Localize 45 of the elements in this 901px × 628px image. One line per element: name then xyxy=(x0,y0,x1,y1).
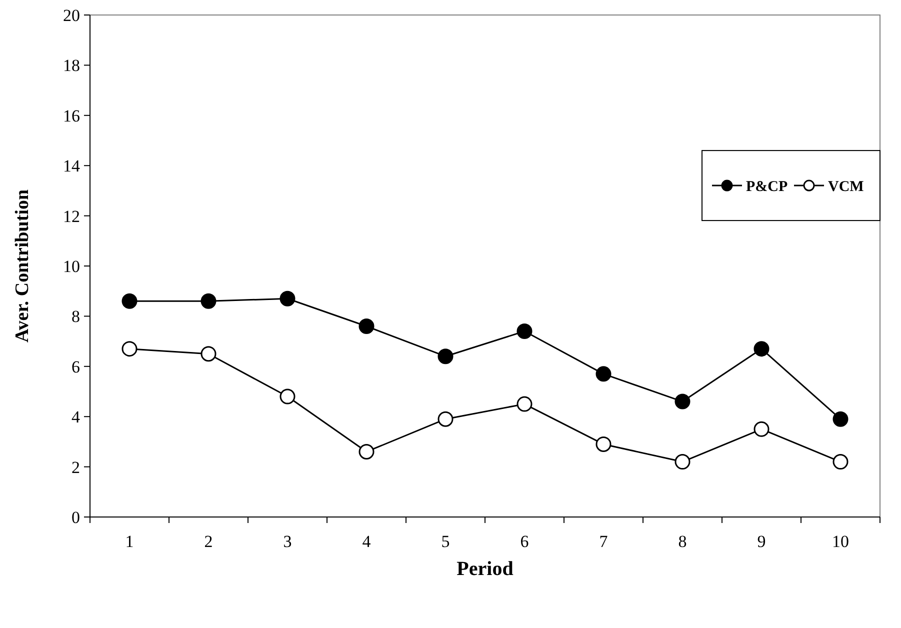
legend-label: VCM xyxy=(828,178,864,195)
point xyxy=(438,348,454,364)
point xyxy=(358,444,374,460)
point xyxy=(596,436,612,452)
y-tick-label: 12 xyxy=(63,206,80,226)
point xyxy=(832,411,848,427)
x-tick-label: 10 xyxy=(832,532,849,551)
x-tick-label: 1 xyxy=(125,532,134,551)
point xyxy=(516,396,532,412)
point xyxy=(596,366,612,382)
y-tick-label: 10 xyxy=(63,256,80,276)
point xyxy=(674,454,690,470)
x-tick-label: 9 xyxy=(757,532,766,551)
point xyxy=(516,324,532,340)
point xyxy=(754,421,770,437)
point xyxy=(122,341,138,357)
point xyxy=(280,388,296,404)
x-tick-label: 7 xyxy=(599,532,608,551)
x-tick-label: 6 xyxy=(520,532,529,551)
x-tick-label: 3 xyxy=(283,532,292,551)
point xyxy=(674,394,690,410)
y-tick-label: 0 xyxy=(72,508,80,527)
y-tick-label: 2 xyxy=(72,458,80,477)
point xyxy=(122,293,138,309)
point xyxy=(754,341,770,357)
legend-label: P&CP xyxy=(746,178,788,195)
x-axis-title: Period xyxy=(456,558,514,580)
point xyxy=(832,454,848,470)
y-tick-label: 8 xyxy=(72,307,80,326)
y-tick-label: 20 xyxy=(63,6,80,25)
y-tick-label: 16 xyxy=(63,106,80,126)
point xyxy=(200,346,216,362)
y-tick-label: 6 xyxy=(72,357,80,376)
point xyxy=(280,290,296,306)
point xyxy=(438,411,454,427)
x-tick-label: 5 xyxy=(441,532,450,551)
y-tick-label: 4 xyxy=(72,408,80,427)
point xyxy=(200,293,216,309)
y-tick-label: 18 xyxy=(63,56,80,76)
point xyxy=(358,318,374,334)
x-tick-label: 2 xyxy=(204,532,213,551)
y-axis-title: Aver. Contribution xyxy=(12,189,33,343)
x-tick-label: 4 xyxy=(362,532,372,551)
y-tick-label: 14 xyxy=(63,156,80,176)
x-tick-label: 8 xyxy=(678,532,687,551)
